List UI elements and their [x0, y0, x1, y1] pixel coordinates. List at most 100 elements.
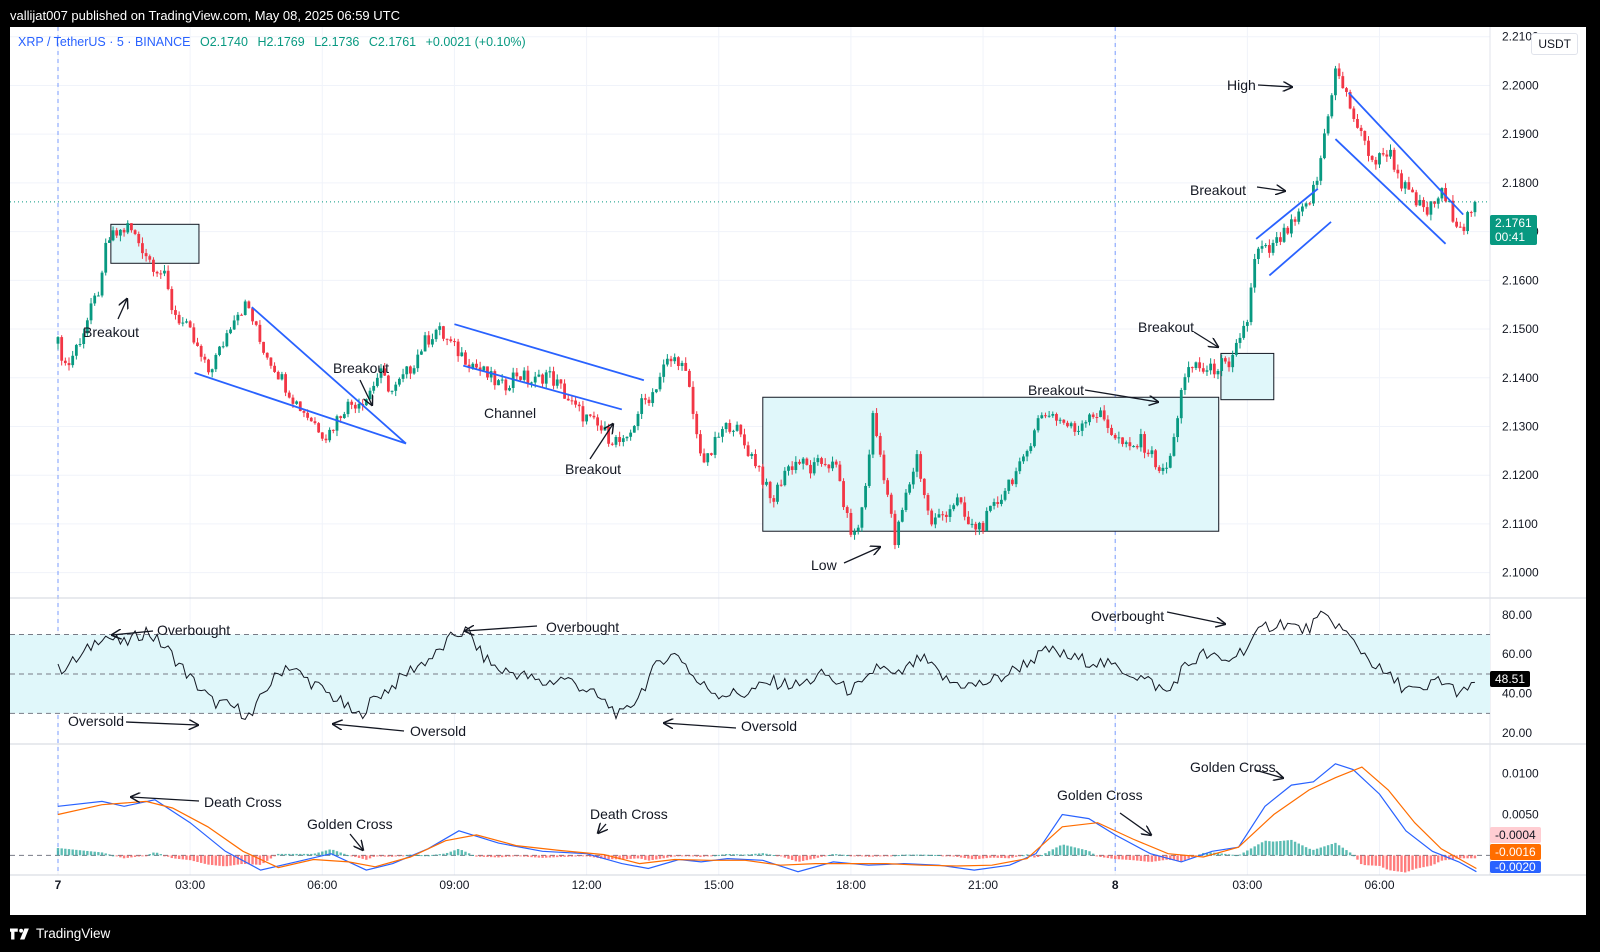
- chart-svg[interactable]: 2.1000 2.1100 2.1200 2.1300 2.1400 2.1500 2.16…: [10, 27, 1586, 915]
- macd-histogram-bar: [919, 854, 922, 856]
- candle-body: [1095, 417, 1099, 419]
- macd-histogram-bar: [1132, 855, 1135, 861]
- annotation-channel: Channel: [484, 405, 536, 421]
- macd-histogram-bar: [1459, 855, 1462, 859]
- macd-histogram-bar: [126, 855, 129, 858]
- macd-histogram-bar: [1143, 855, 1146, 862]
- macd-histogram-bar: [258, 855, 262, 865]
- macd-histogram-bar: [346, 855, 350, 857]
- macd-histogram-bar: [1014, 855, 1018, 857]
- candle-body: [1363, 131, 1367, 141]
- candle-body: [798, 461, 801, 464]
- macd-histogram-bar: [1462, 855, 1466, 859]
- macd-axis-label: 0.0050: [1502, 807, 1539, 821]
- macd-histogram-bar: [376, 855, 379, 857]
- macd-histogram-bar: [104, 853, 107, 856]
- macd-histogram-bar: [801, 855, 805, 861]
- macd-histogram-bar: [130, 855, 133, 858]
- candle-body: [122, 229, 126, 233]
- macd-histogram-bar: [1429, 855, 1433, 866]
- candle-body: [258, 324, 262, 342]
- macd-histogram-bar: [1062, 844, 1066, 856]
- macd-histogram-bar: [1359, 855, 1363, 865]
- candle-body: [210, 369, 214, 373]
- symbol-legend[interactable]: XRP / TetherUS · 5 · BINANCE O2.1740 H2.…: [18, 35, 526, 49]
- macd-line-tag: -0.0020: [1490, 861, 1541, 873]
- candle-body: [610, 443, 614, 445]
- macd-histogram-bar: [1205, 852, 1209, 856]
- candle-body: [985, 510, 989, 532]
- candle-body: [1278, 237, 1282, 242]
- candle-body: [273, 365, 276, 372]
- candle-body: [959, 497, 963, 503]
- macd-histogram-bar: [1345, 850, 1348, 856]
- macd-histogram-bar: [1356, 855, 1359, 860]
- macd-histogram-bar: [464, 851, 467, 856]
- candle-body: [107, 240, 111, 243]
- macd-histogram-bar: [967, 855, 970, 859]
- macd-histogram-bar: [658, 855, 662, 859]
- macd-histogram-bar: [361, 855, 364, 859]
- macd-histogram-bar: [306, 853, 309, 856]
- currency-button[interactable]: USDT: [1531, 33, 1578, 55]
- candle-body: [555, 379, 559, 386]
- candle-body: [240, 314, 243, 316]
- candle-body: [339, 416, 343, 419]
- candle-body: [1407, 182, 1411, 190]
- macd-histogram-bar: [882, 855, 886, 857]
- macd-histogram-bar: [1161, 855, 1165, 861]
- channel-upper-line: [454, 323, 645, 382]
- macd-histogram-bar: [409, 854, 412, 856]
- candle-body: [141, 243, 144, 254]
- macd-histogram-bar: [313, 853, 317, 856]
- macd-histogram-bar: [467, 853, 471, 856]
- candle-body: [1029, 446, 1033, 452]
- annotation-breakout-3: Breakout: [565, 461, 621, 477]
- oversold-3-arrow: [664, 723, 737, 728]
- macd-histogram-bar: [478, 855, 482, 857]
- candle-body: [93, 295, 97, 304]
- candle-body: [390, 390, 394, 392]
- macd-histogram-bar: [1297, 843, 1300, 856]
- macd-histogram-bar: [673, 855, 676, 857]
- macd-histogram-bar: [423, 855, 427, 857]
- candle-body: [647, 399, 651, 404]
- chart-area[interactable]: 2.1000 2.1100 2.1200 2.1300 2.1400 2.1500 2.16…: [10, 27, 1586, 915]
- macd-histogram-bar: [1367, 855, 1370, 866]
- candle-body: [1051, 414, 1055, 416]
- macd-histogram-bar: [1084, 850, 1088, 856]
- macd-histogram-bar: [383, 855, 386, 857]
- macd-histogram-bar: [1323, 846, 1326, 856]
- macd-histogram-bar: [489, 855, 493, 858]
- time-axis-label: 06:00: [1364, 878, 1394, 892]
- macd-histogram-bar: [1088, 851, 1091, 856]
- macd-histogram-bar: [475, 855, 478, 857]
- candle-body: [1146, 452, 1150, 455]
- candle-body: [823, 463, 827, 465]
- candle-body: [992, 502, 996, 506]
- annotation-breakout-4: Breakout: [1028, 382, 1084, 398]
- macd-histogram-bar: [963, 855, 966, 859]
- macd-histogram-bar: [302, 853, 306, 856]
- macd-histogram-bar: [761, 853, 764, 856]
- macd-histogram-bar: [1293, 841, 1297, 856]
- macd-histogram-bar: [1415, 855, 1418, 869]
- macd-histogram-bar: [163, 855, 166, 857]
- candle-body: [706, 453, 710, 463]
- candle-body: [1014, 471, 1018, 485]
- close-value: C2.1761: [368, 35, 417, 49]
- candle-body: [1425, 207, 1429, 215]
- candle-body: [1256, 248, 1260, 260]
- candle-body: [423, 335, 427, 352]
- macd-histogram-bar: [111, 855, 115, 857]
- symbol-name[interactable]: XRP / TetherUS · 5 · BINANCE: [18, 35, 191, 49]
- macd-histogram-bar: [449, 851, 452, 856]
- candle-body: [897, 521, 901, 546]
- candle-body: [185, 321, 188, 323]
- macd-histogram-bar: [1136, 855, 1139, 861]
- candle-body: [1194, 362, 1198, 369]
- candle-body: [214, 354, 218, 370]
- annotation-overbought-3: Overbought: [1091, 608, 1164, 624]
- candle-body: [1359, 127, 1363, 132]
- candle-body: [629, 432, 633, 437]
